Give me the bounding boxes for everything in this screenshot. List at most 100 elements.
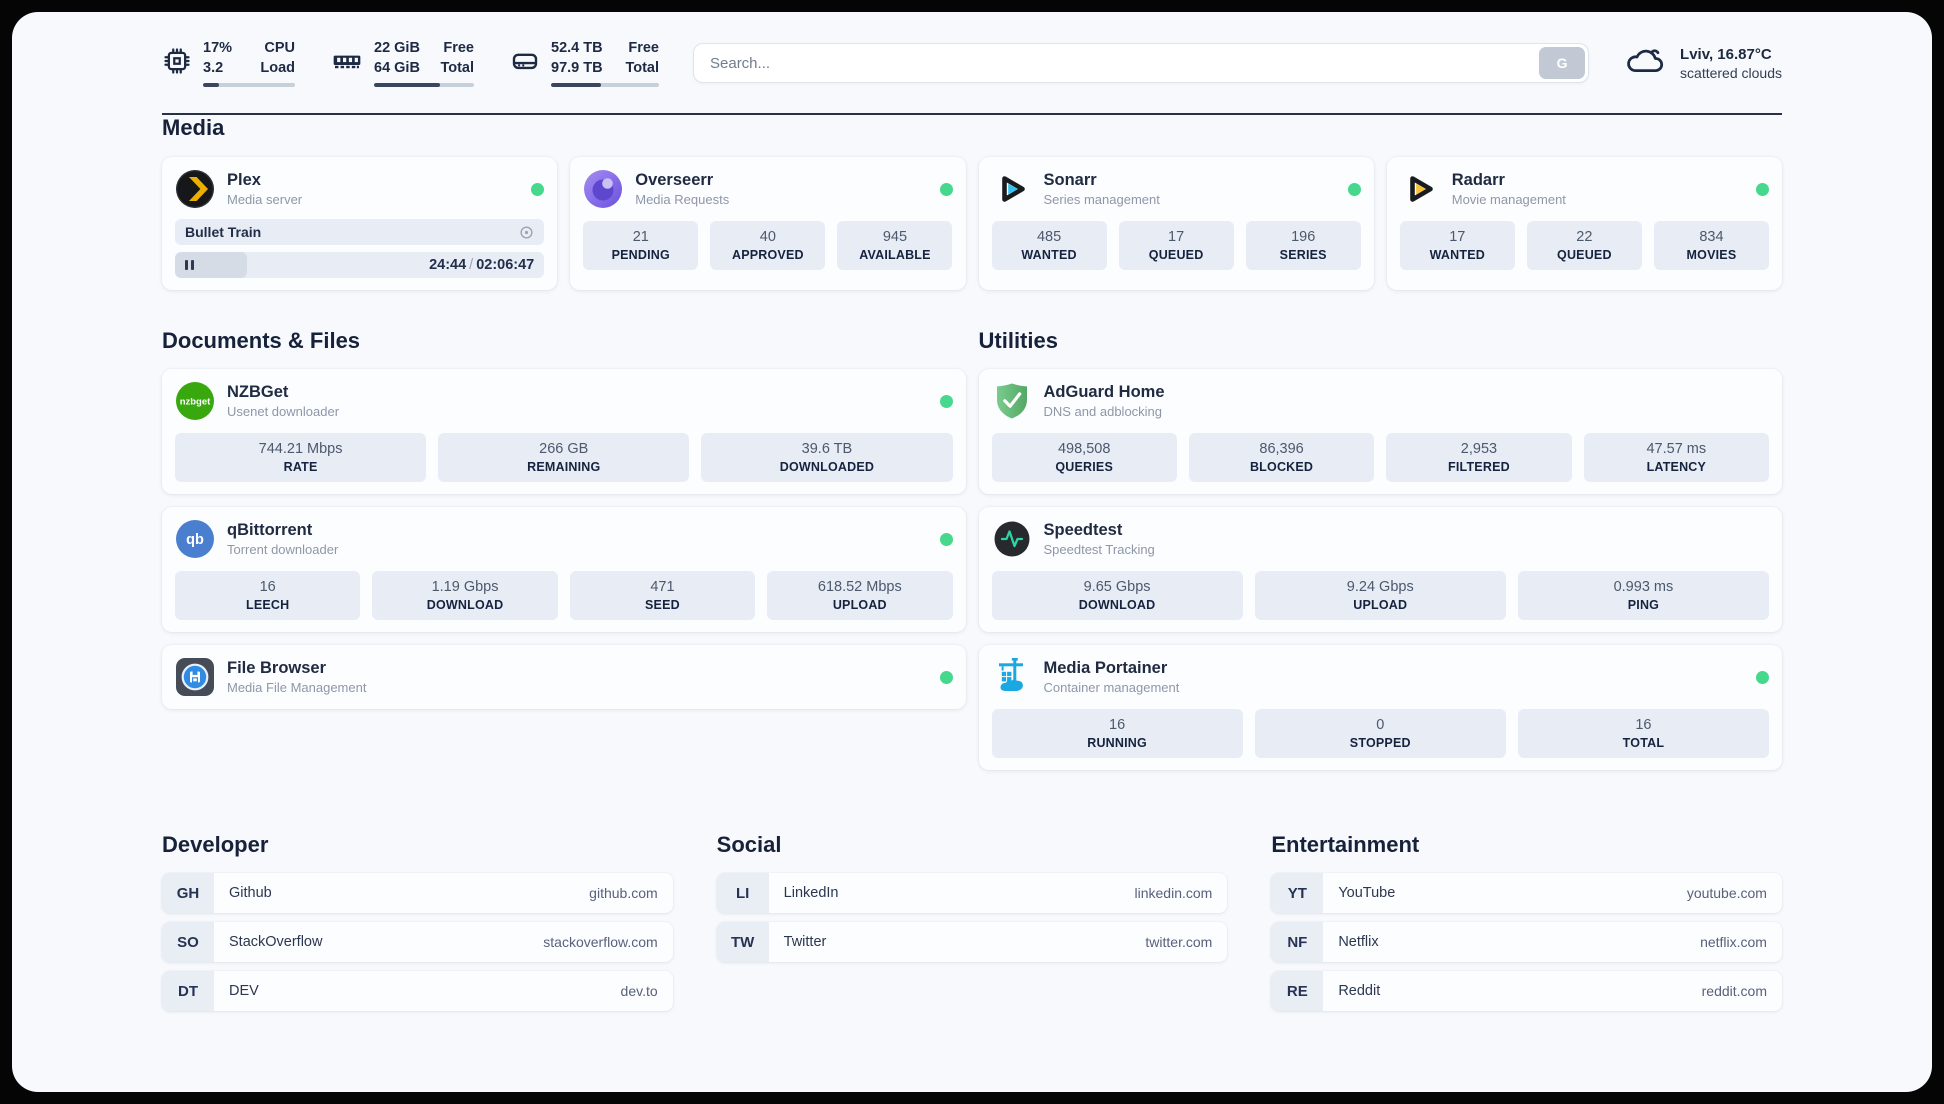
- bookmark-url: reddit.com: [1701, 983, 1767, 999]
- radarr-icon: [1400, 169, 1440, 209]
- stat-box: 9.24 Gbps UPLOAD: [1254, 571, 1506, 620]
- bookmark-abbr-badge: TW: [716, 922, 769, 962]
- stat-box: 471 SEED: [569, 571, 756, 620]
- bookmark-link[interactable]: TW Twitter twitter.com: [716, 922, 1228, 962]
- plex-icon: [175, 169, 215, 209]
- cpu-readout: 17% CPU 3.2 Load: [203, 39, 295, 78]
- stat-value: 40: [759, 229, 776, 245]
- bookmark-link[interactable]: YT YouTube youtube.com: [1271, 873, 1782, 913]
- app-card-nzbget[interactable]: nzbget NZBGet Usenet downloader: [162, 369, 966, 494]
- stat-box: 86,396 BLOCKED: [1188, 433, 1375, 482]
- app-card-sonarr[interactable]: Sonarr Series management 485 WANTED: [978, 157, 1374, 290]
- app-title: Overseerr: [635, 170, 714, 189]
- search-engine-button[interactable]: G: [1539, 47, 1586, 79]
- app-subtitle: Series management: [1043, 192, 1160, 208]
- bookmark-url: netflix.com: [1700, 934, 1767, 950]
- search-input[interactable]: [693, 43, 1590, 83]
- disk-readout: 52.4 TB Free 97.9 TB Total: [551, 39, 659, 78]
- section-title-entertainment: Entertainment: [1271, 832, 1420, 857]
- bookmark-name: StackOverflow: [229, 934, 323, 950]
- stat-value: 1.19 Gbps: [431, 579, 499, 595]
- app-title: NZBGet: [227, 382, 289, 401]
- media-target-icon: [519, 225, 534, 240]
- stat-box: 47.57 ms LATENCY: [1583, 433, 1769, 482]
- now-playing-row: Bullet Train: [175, 219, 545, 245]
- ram-progress-fill: [374, 82, 440, 88]
- bookmark-link[interactable]: RE Reddit reddit.com: [1271, 971, 1782, 1011]
- entertainment-links-section: Entertainment YT YouTube youtube.com NF …: [1271, 832, 1782, 1011]
- app-card-adguard[interactable]: AdGuard Home DNS and adblocking 498,508 …: [978, 369, 1782, 494]
- stat-row: 498,508 QUERIES 86,396 BLOCKED 2,953: [991, 433, 1769, 482]
- system-stats: 17% CPU 3.2 Load: [162, 39, 659, 88]
- stat-label: RUNNING: [1087, 736, 1147, 750]
- app-card-qbittorrent[interactable]: qb qBittorrent Torrent downloader: [162, 507, 966, 632]
- section-title-media: Media: [162, 115, 225, 140]
- cpu-value-1: 17%: [203, 39, 233, 56]
- bookmark-name: DEV: [229, 983, 259, 999]
- stat-box: 0 STOPPED: [1254, 709, 1506, 758]
- app-subtitle: Movie management: [1451, 192, 1566, 208]
- stat-value: 471: [650, 579, 675, 595]
- bookmark-name: Github: [229, 885, 272, 901]
- stat-label: UPLOAD: [1353, 598, 1408, 612]
- weather-location-temp: Lviv, 16.87°C: [1680, 45, 1772, 63]
- svg-text:qb: qb: [186, 532, 204, 548]
- ram-progress-track: [374, 82, 474, 88]
- section-title-developer: Developer: [162, 832, 269, 857]
- ram-icon: [331, 45, 363, 82]
- stat-box: 196 SERIES: [1245, 221, 1361, 270]
- stat-value: 16: [1635, 717, 1652, 733]
- stat-box: 945 AVAILABLE: [837, 221, 953, 270]
- app-subtitle: Media Requests: [635, 192, 730, 208]
- stat-row: 485 WANTED 17 QUEUED 196 SERIES: [991, 221, 1361, 270]
- bookmark-link[interactable]: GH Github github.com: [162, 873, 673, 913]
- app-card-plex[interactable]: Plex Media server Bullet Train: [162, 157, 558, 290]
- status-online-dot: [939, 532, 953, 546]
- total-time: 02:06:47: [476, 257, 535, 273]
- bookmark-link[interactable]: NF Netflix netflix.com: [1271, 922, 1782, 962]
- stat-label: WANTED: [1021, 248, 1077, 262]
- bookmark-abbr-badge: RE: [1271, 971, 1324, 1011]
- stat-label: SEED: [645, 598, 680, 612]
- app-title: Plex: [227, 170, 261, 189]
- app-card-speedtest[interactable]: Speedtest Speedtest Tracking 9.65 Gbps D…: [978, 507, 1782, 632]
- app-subtitle: DNS and adblocking: [1043, 404, 1163, 420]
- developer-link-list: GH Github github.com SO StackOverflow st…: [162, 873, 673, 1011]
- app-subtitle: Speedtest Tracking: [1043, 542, 1155, 558]
- stat-box: 16 LEECH: [175, 571, 361, 620]
- app-title: Media Portainer: [1043, 658, 1168, 677]
- bookmark-name: Reddit: [1338, 983, 1381, 999]
- time-separator: /: [469, 257, 474, 273]
- documents-column: Documents & Files nzbget NZBGet Usenet d: [162, 328, 966, 770]
- weather-condition: scattered clouds: [1680, 64, 1782, 81]
- bookmark-link[interactable]: DT DEV dev.to: [162, 971, 673, 1011]
- status-online-dot: [939, 670, 953, 684]
- top-bar: 17% CPU 3.2 Load: [162, 34, 1782, 92]
- stat-label: REMAINING: [527, 460, 601, 474]
- disk-progress-track: [551, 82, 659, 88]
- stat-label: MOVIES: [1686, 248, 1737, 262]
- stat-row: 21 PENDING 40 APPROVED 945 AVAILABLE: [583, 221, 953, 270]
- pause-icon[interactable]: [185, 260, 194, 270]
- app-card-radarr[interactable]: Radarr Movie management 17 WANTED 22: [1386, 157, 1782, 290]
- app-card-overseerr[interactable]: Overseerr Media Requests 21 PENDING: [570, 157, 966, 290]
- app-card-portainer[interactable]: Media Portainer Container management 16 …: [978, 645, 1782, 770]
- stat-value: 86,396: [1259, 441, 1304, 457]
- stat-row: 16 RUNNING 0 STOPPED 16 TOTAL: [991, 709, 1770, 758]
- cpu-progress-track: [203, 82, 295, 88]
- disk-widget: 52.4 TB Free 97.9 TB Total: [510, 39, 659, 88]
- stat-label: WANTED: [1429, 248, 1485, 262]
- bookmark-url: github.com: [589, 885, 658, 901]
- section-title-social: Social: [716, 832, 782, 857]
- speedtest-icon: [992, 519, 1032, 559]
- bookmark-link[interactable]: LI LinkedIn linkedin.com: [716, 873, 1228, 913]
- bookmark-url: dev.to: [620, 983, 658, 999]
- stat-label: QUEUED: [1557, 248, 1612, 262]
- stat-box: 744.21 Mbps RATE: [175, 433, 427, 482]
- app-card-filebrowser[interactable]: File Browser Media File Management: [162, 645, 966, 709]
- stat-label: APPROVED: [731, 248, 804, 262]
- app-subtitle: Usenet downloader: [227, 404, 340, 420]
- stat-row: 9.65 Gbps DOWNLOAD 9.24 Gbps UPLOAD 0.99…: [991, 571, 1770, 620]
- bookmark-link[interactable]: SO StackOverflow stackoverflow.com: [162, 922, 673, 962]
- stat-row: 744.21 Mbps RATE 266 GB REMAINING 39.6 T…: [175, 433, 953, 482]
